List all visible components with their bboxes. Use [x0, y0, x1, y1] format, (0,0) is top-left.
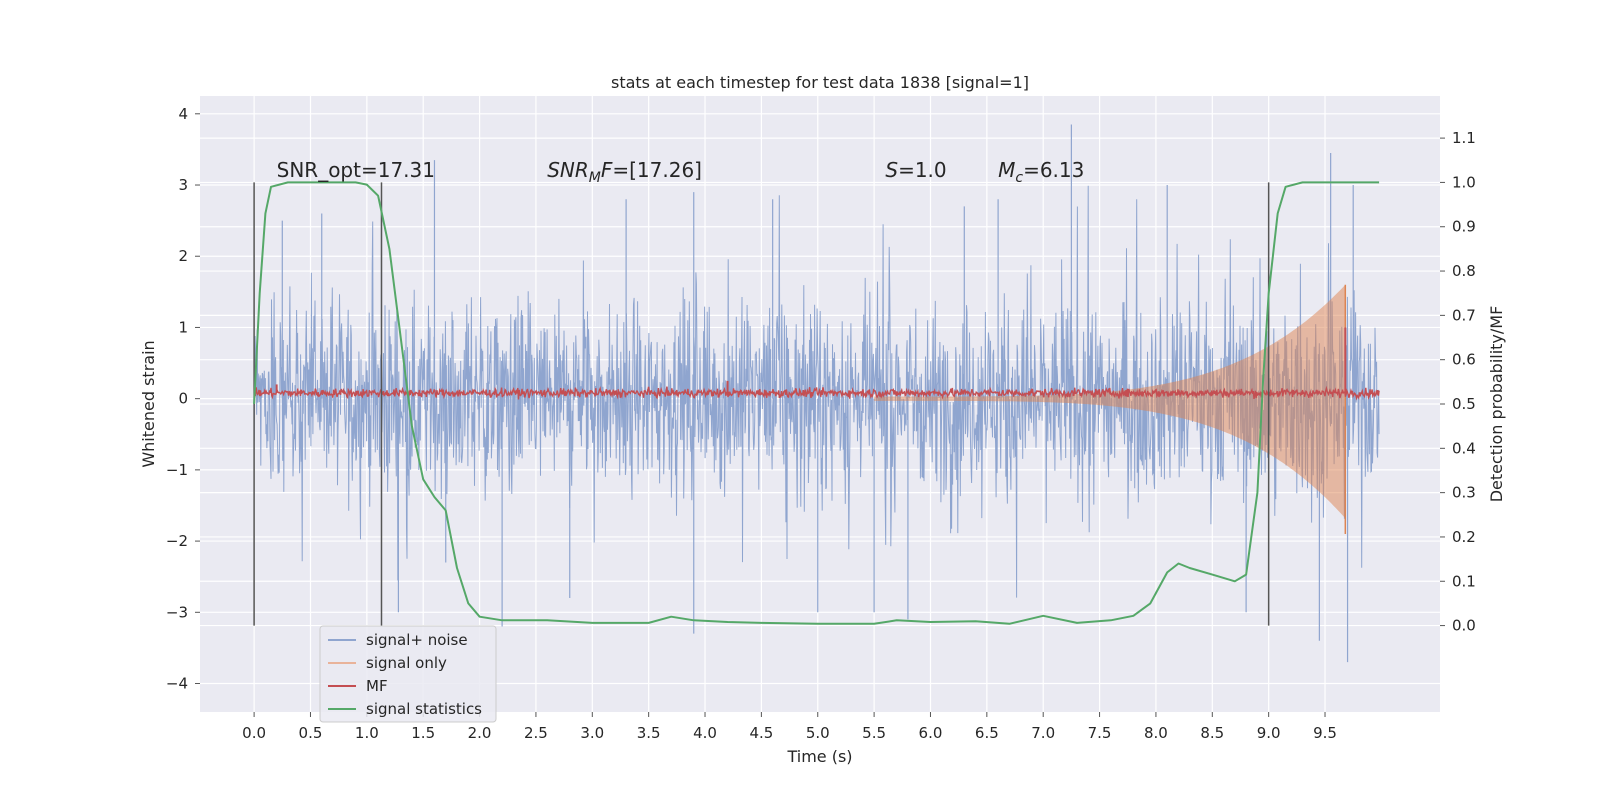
y-left-tick-label: −4 [166, 675, 188, 693]
x-tick-label: 6.5 [975, 724, 999, 742]
x-tick-label: 8.5 [1200, 724, 1224, 742]
x-tick-label: 0.5 [299, 724, 323, 742]
signal-only-envelope [874, 284, 1346, 519]
x-tick-label: 4.0 [693, 724, 717, 742]
x-tick-label: 8.0 [1144, 724, 1168, 742]
y-right-tick-label: 1.0 [1452, 173, 1476, 191]
y-left-tick-label: 2 [178, 247, 188, 265]
y-right-tick-label: 0.9 [1452, 218, 1476, 236]
y-right-tick-label: 0.3 [1452, 484, 1476, 502]
legend: signal+ noise signal only MF signal stat… [319, 625, 497, 723]
x-tick-label: 2.0 [468, 724, 492, 742]
legend-box [319, 625, 497, 723]
y-right-tick-label: 0.0 [1452, 617, 1476, 635]
x-tick-label: 4.5 [749, 724, 773, 742]
annotation: Mc=6.13 [998, 158, 1084, 186]
y-axis-label-left: Whitened strain [139, 340, 158, 467]
annotation: SNRMF=[17.26] [547, 158, 702, 186]
x-tick-label: 9.5 [1313, 724, 1337, 742]
y-right-tick-label: 0.2 [1452, 528, 1476, 546]
annotation: S=1.0 [885, 158, 946, 182]
x-tick-label: 5.5 [862, 724, 886, 742]
y-right-tick-label: 0.7 [1452, 306, 1476, 324]
y-left-tick-label: −1 [166, 461, 188, 479]
y-right-tick-label: 1.1 [1452, 129, 1476, 147]
x-axis-label: Time (s) [786, 747, 852, 766]
x-tick-label: 2.5 [524, 724, 548, 742]
legend-label-signal-statistics: signal statistics [366, 700, 482, 718]
y-right-tick-label: 0.5 [1452, 395, 1476, 413]
x-tick-label: 1.0 [355, 724, 379, 742]
mf-trace [253, 385, 1380, 401]
y-left-tick-label: −3 [166, 603, 188, 621]
series-mf [253, 327, 1380, 401]
x-tick-label: 3.0 [580, 724, 604, 742]
legend-label-signal-plus-noise: signal+ noise [366, 631, 468, 649]
y-right-tick-label: 0.6 [1452, 351, 1476, 369]
y-right-ticks: 0.0 0.1 0.2 0.3 0.4 0.5 0.6 0.7 0.8 0.9 1.0 1.1 [1440, 129, 1476, 635]
legend-label-signal-only: signal only [366, 654, 447, 672]
x-tick-label: 7.5 [1088, 724, 1112, 742]
x-tick-label: 1.5 [411, 724, 435, 742]
y-left-tick-label: 3 [178, 176, 188, 194]
signal-plus-noise-trace [253, 185, 1380, 598]
y-right-tick-label: 0.8 [1452, 262, 1476, 280]
y-right-tick-label: 0.1 [1452, 572, 1476, 590]
x-ticks: 0.0 0.5 1.0 1.5 2.0 2.5 3.0 3.5 4.0 4.5 5.0 5.5 6.0 6… [242, 712, 1337, 742]
y-left-ticks: −4 −3 −2 −1 0 1 2 3 4 [166, 105, 200, 693]
x-tick-label: 3.5 [637, 724, 661, 742]
x-tick-label: 9.0 [1257, 724, 1281, 742]
y-left-tick-label: 4 [178, 105, 188, 123]
annotations: SNR_opt=17.31 SNRMF=[17.26] S=1.0 Mc=6.13 [277, 158, 1085, 186]
series-signal-only [874, 284, 1347, 534]
x-tick-label: 0.0 [242, 724, 266, 742]
legend-label-mf: MF [366, 677, 388, 695]
y-axis-label-right: Detection probability/MF [1487, 306, 1506, 503]
x-tick-label: 7.0 [1031, 724, 1055, 742]
y-left-tick-label: −2 [166, 532, 188, 550]
y-right-tick-label: 0.4 [1452, 439, 1476, 457]
signal-statistics-line [253, 181, 1380, 625]
x-tick-label: 6.0 [919, 724, 943, 742]
y-left-tick-label: 1 [178, 318, 188, 336]
annotation: SNR_opt=17.31 [277, 158, 435, 182]
x-tick-label: 5.0 [806, 724, 830, 742]
y-left-tick-label: 0 [178, 390, 188, 408]
chart-title: stats at each timestep for test data 183… [611, 73, 1029, 92]
series-signal-statistics [253, 181, 1380, 625]
